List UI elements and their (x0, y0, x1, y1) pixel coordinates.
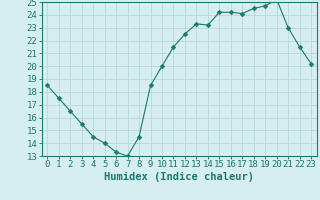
X-axis label: Humidex (Indice chaleur): Humidex (Indice chaleur) (104, 172, 254, 182)
